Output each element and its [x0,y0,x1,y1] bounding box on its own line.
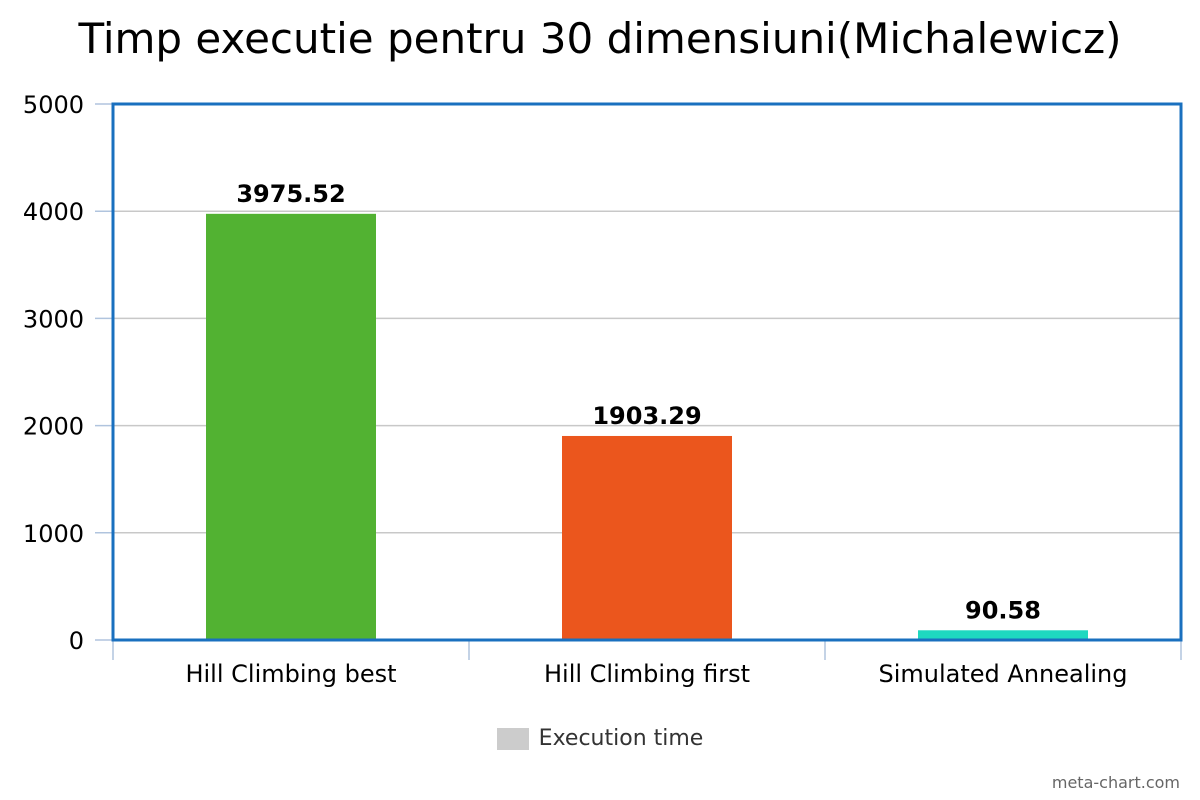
credit-text: meta-chart.com [1051,773,1180,792]
data-label: 90.58 [965,596,1041,624]
y-tick-label: 3000 [23,305,84,333]
x-category-label: Hill Climbing first [544,660,750,688]
data-label: 3975.52 [236,180,345,208]
legend-swatch [496,727,529,750]
bar [918,630,1088,640]
legend-label: Execution time [538,726,704,751]
y-tick-label: 5000 [23,91,84,119]
x-category-label: Simulated Annealing [879,660,1128,688]
chart-title: Timp executie pentru 30 dimensiuni(Micha… [78,14,1122,63]
y-tick-label: 4000 [23,198,84,226]
y-tick-label: 2000 [23,413,84,441]
y-tick-label: 1000 [23,520,84,548]
plot-frame [111,102,1183,642]
data-label: 1903.29 [592,402,701,430]
bar [562,435,732,640]
bar [206,213,376,640]
legend: Execution time [0,726,1200,751]
x-category-label: Hill Climbing best [185,660,396,688]
y-tick-label: 0 [69,627,84,655]
